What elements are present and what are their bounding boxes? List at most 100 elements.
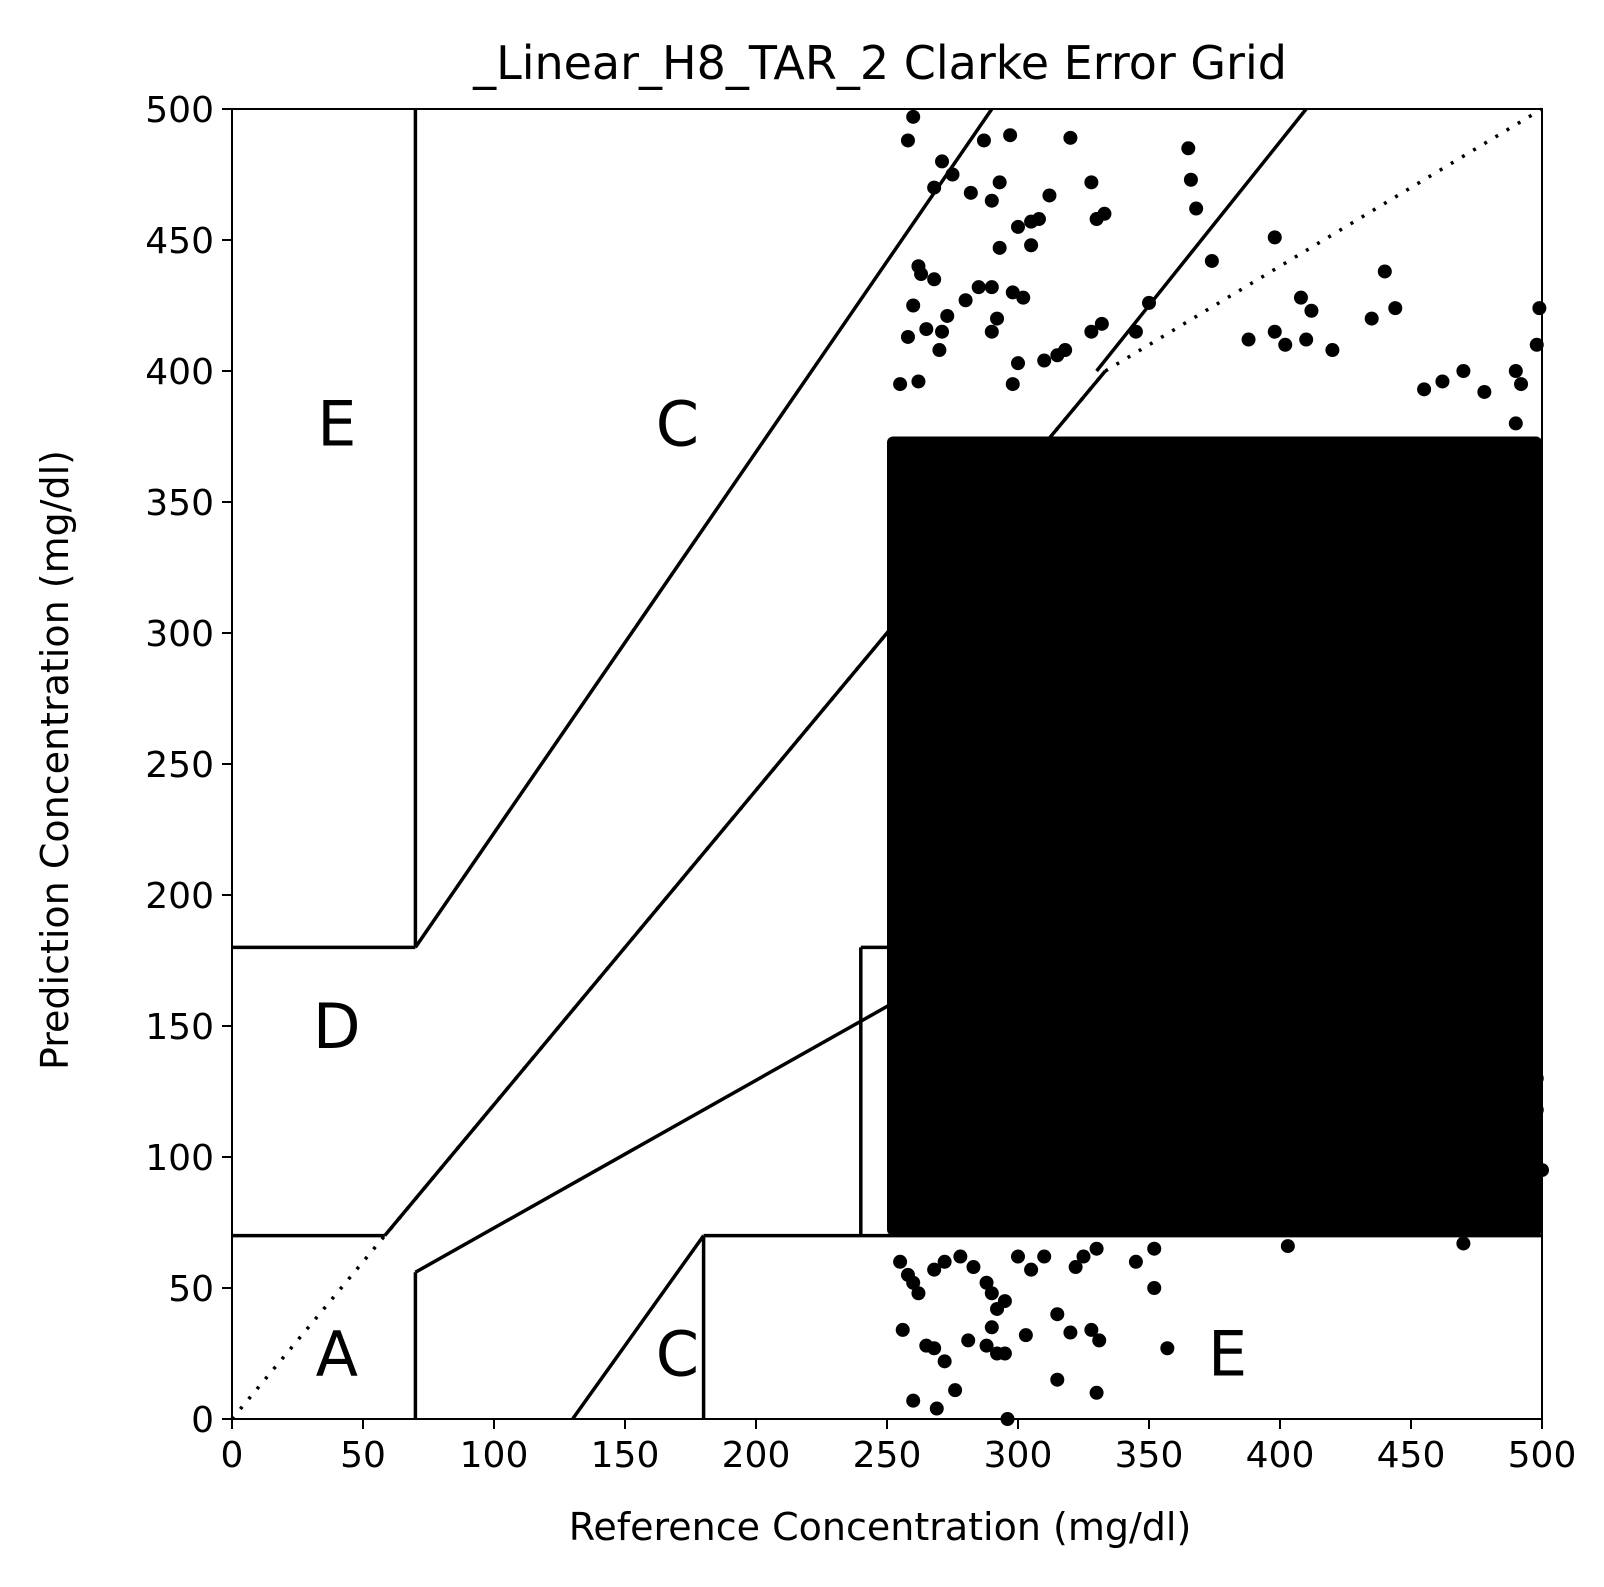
zone-label-c: C (656, 1318, 699, 1391)
x-axis-ticks: 0 50 100 150 200 250 300 350 400 450 500 (221, 1419, 1577, 1476)
data-point (1147, 1281, 1162, 1295)
data-point (1330, 1102, 1345, 1117)
data-point (1364, 1102, 1379, 1117)
data-point (1084, 175, 1099, 190)
data-point (1456, 940, 1471, 955)
data-point (1076, 1249, 1091, 1264)
data-point (1351, 1019, 1366, 1033)
zone-boundary-line (383, 1197, 417, 1237)
y-axis-label: Prediction Concentration (mg/dl) (33, 450, 77, 1070)
data-point (979, 1338, 994, 1353)
x-tick-label: 50 (340, 1435, 386, 1476)
y-tick-label: 200 (145, 876, 214, 917)
data-point (1018, 1328, 1033, 1343)
data-point (937, 1354, 952, 1369)
y-tick-label: 500 (145, 90, 214, 131)
data-point (1482, 1076, 1497, 1091)
data-point (1364, 311, 1379, 326)
data-point (1456, 364, 1471, 378)
data-point (990, 311, 1005, 326)
data-point (1443, 1097, 1458, 1112)
x-tick-label: 200 (722, 1435, 791, 1476)
data-point (1199, 1184, 1214, 1199)
data-point (1084, 324, 1099, 339)
data-point (1503, 1189, 1518, 1204)
data-point (1477, 384, 1492, 399)
data-point (1131, 1181, 1146, 1196)
y-tick-label: 450 (145, 221, 214, 262)
x-tick-label: 400 (1246, 1435, 1315, 1476)
x-tick-label: 300 (984, 1435, 1053, 1476)
data-point (1220, 1197, 1235, 1212)
data-point (1024, 1262, 1039, 1277)
data-point (1482, 932, 1497, 947)
data-point (1299, 332, 1314, 347)
data-point (1189, 201, 1204, 216)
data-point (1396, 1013, 1411, 1028)
data-point (963, 185, 978, 200)
data-point (1508, 364, 1523, 378)
data-point (1508, 416, 1523, 431)
data-point (948, 1383, 963, 1398)
data-point (1469, 908, 1484, 923)
zone-labels: E C D A C E (313, 387, 1247, 1390)
zone-boundary-line (571, 1234, 706, 1421)
data-point (1115, 1202, 1130, 1217)
data-point (1346, 1136, 1361, 1151)
data-point (1102, 1212, 1117, 1227)
data-point (1495, 1136, 1510, 1151)
data-point (1215, 1163, 1230, 1178)
data-point (1155, 1207, 1170, 1222)
data-point (1529, 1102, 1544, 1117)
data-point (1351, 1081, 1366, 1096)
data-point (1529, 1071, 1544, 1086)
data-point (1377, 1123, 1392, 1138)
data-point (1005, 285, 1020, 300)
data-point (1142, 295, 1156, 310)
data-point (1147, 1241, 1162, 1256)
y-tick-label: 0 (191, 1400, 214, 1441)
data-point (1068, 1260, 1083, 1275)
data-point (1469, 1123, 1484, 1138)
data-point (984, 324, 999, 339)
data-point (906, 109, 921, 124)
data-point (1097, 206, 1112, 221)
data-point (1404, 1084, 1418, 1099)
data-point (1293, 290, 1308, 305)
data-point (1430, 1142, 1445, 1157)
data-point (1063, 1325, 1078, 1340)
data-point (1183, 172, 1198, 187)
data-point (953, 1249, 968, 1264)
data-point (992, 240, 1007, 255)
chart-title: _Linear_H8_TAR_2 Clarke Error Grid (472, 36, 1287, 90)
data-point (1042, 188, 1057, 203)
data-point (979, 1275, 994, 1290)
data-point (1233, 1181, 1248, 1196)
data-point (1011, 219, 1025, 234)
data-point (1304, 303, 1319, 318)
data-point (1325, 343, 1340, 358)
data-point (1451, 987, 1466, 1002)
data-point (971, 280, 986, 295)
data-point (984, 193, 999, 208)
data-point (1490, 992, 1505, 1007)
data-point (1461, 998, 1476, 1013)
x-tick-label: 500 (1508, 1435, 1577, 1476)
data-point (1338, 1118, 1353, 1133)
data-point (927, 272, 942, 287)
data-point (1456, 1236, 1471, 1251)
x-tick-label: 350 (1115, 1435, 1184, 1476)
data-point (1417, 382, 1432, 397)
data-point (984, 1286, 999, 1301)
data-point (1063, 130, 1078, 145)
y-tick-label: 100 (145, 1138, 214, 1179)
data-point (906, 298, 921, 313)
data-point (1377, 940, 1392, 955)
data-point (1356, 1150, 1371, 1164)
data-point (1417, 1170, 1432, 1185)
data-point (1508, 932, 1523, 947)
data-point (1162, 1168, 1177, 1183)
y-tick-label: 350 (145, 483, 214, 524)
data-point (1495, 901, 1510, 916)
